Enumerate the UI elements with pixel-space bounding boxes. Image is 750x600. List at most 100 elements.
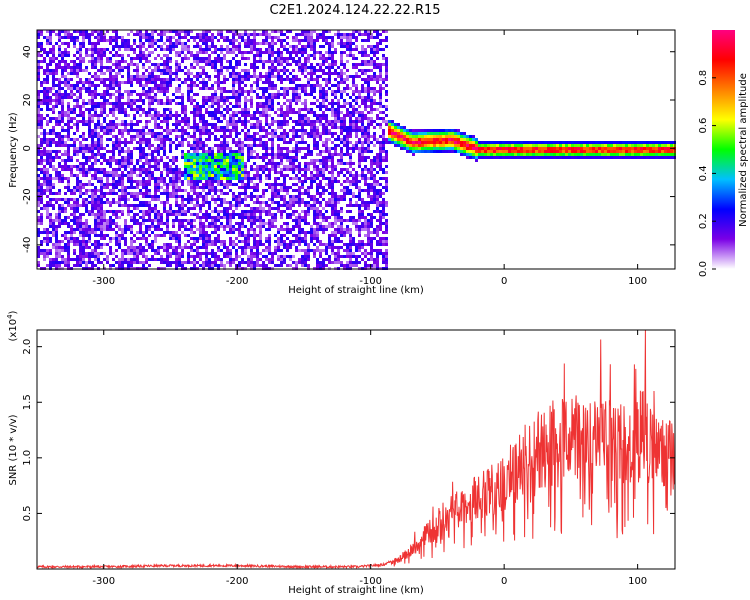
spectrogram-cell xyxy=(118,54,121,57)
spectrogram-cell xyxy=(172,186,175,189)
spectrogram-cell xyxy=(88,210,91,213)
spectrogram-cell xyxy=(67,147,70,150)
spectrogram-cell xyxy=(235,168,238,171)
spectrogram-cell xyxy=(283,33,286,36)
spectrogram-cell xyxy=(238,45,241,48)
spectrogram-cell xyxy=(217,219,220,222)
spectrogram-cell xyxy=(253,213,256,216)
spectrogram-cell xyxy=(250,114,253,117)
spectrogram-cell xyxy=(133,135,136,138)
spectrogram-cell xyxy=(58,141,61,144)
spectrogram-cell xyxy=(304,87,307,90)
spectrogram-cell xyxy=(52,51,55,54)
spectrogram-cell xyxy=(175,144,178,147)
spectrogram-cell xyxy=(136,204,139,207)
spectrogram-cell xyxy=(232,87,235,90)
spectrogram-cell xyxy=(91,99,94,102)
spectrogram-cell xyxy=(313,195,316,198)
spectrogram-cell xyxy=(229,222,232,225)
spectrogram-cell xyxy=(310,132,313,135)
spectrogram-cell xyxy=(94,264,97,267)
spectrogram-cell xyxy=(217,72,220,75)
spectrogram-cell xyxy=(250,210,253,213)
spectrogram-cell xyxy=(319,54,322,57)
spectrogram-cell xyxy=(280,225,283,228)
spectrogram-cell xyxy=(301,174,304,177)
spectrogram-cell xyxy=(109,57,112,60)
spectrogram-cell xyxy=(112,174,115,177)
spectrogram-cell xyxy=(115,243,118,246)
spectrogram-cell xyxy=(40,156,43,159)
spectrogram-cell xyxy=(208,213,211,216)
spectrogram-cell xyxy=(190,81,193,84)
spectrogram-cell xyxy=(160,171,163,174)
spectrogram-cell xyxy=(82,198,85,201)
spectrogram-cell xyxy=(205,96,208,99)
spectrogram-cell xyxy=(103,120,106,123)
spectrogram-cell xyxy=(94,123,97,126)
spectrogram-cell xyxy=(283,129,286,132)
spectrogram-cell xyxy=(211,51,214,54)
spectrogram-cell xyxy=(241,177,244,180)
spectrogram-cell xyxy=(247,159,250,162)
spectrogram-cell xyxy=(49,222,52,225)
spectrogram-cell xyxy=(91,48,94,51)
spectrogram-cell xyxy=(169,150,172,153)
spectrogram-cell xyxy=(283,66,286,69)
spectrogram-cell xyxy=(154,258,157,261)
spectrogram-cell xyxy=(277,201,280,204)
spectrogram-cell xyxy=(208,36,211,39)
spectrogram-cell xyxy=(274,192,277,195)
spectrogram-cell xyxy=(157,54,160,57)
spectrogram-cell xyxy=(142,261,145,264)
spectrogram-cell xyxy=(85,231,88,234)
spectrogram-cell xyxy=(214,108,217,111)
spectrogram-cell xyxy=(283,60,286,63)
spectrogram-cell xyxy=(40,66,43,69)
spectrogram-cell xyxy=(142,204,145,207)
spectrogram-cell xyxy=(229,207,232,210)
spectrogram-cell xyxy=(145,138,148,141)
spectrogram-cell xyxy=(157,198,160,201)
spectrogram-cell xyxy=(193,39,196,42)
spectrogram-cell xyxy=(64,210,67,213)
spectrogram-cell xyxy=(184,120,187,123)
spectrogram-cell xyxy=(97,261,100,264)
spectrogram-cell xyxy=(178,234,181,237)
spectrogram-cell xyxy=(97,228,100,231)
spectrogram-cell xyxy=(241,192,244,195)
spectrogram-cell xyxy=(238,234,241,237)
spectrogram-cell xyxy=(76,120,79,123)
spectrogram-cell xyxy=(256,60,259,63)
spectrogram-cell xyxy=(187,48,190,51)
spectrogram-cell xyxy=(190,144,193,147)
spectrogram-cell xyxy=(307,111,310,114)
spectrogram-cell xyxy=(286,120,289,123)
spectrogram-cell xyxy=(214,75,217,78)
spectrogram-cell xyxy=(73,42,76,45)
spectrogram-cell xyxy=(82,84,85,87)
spectrogram-cell xyxy=(76,207,79,210)
spectrogram-cell xyxy=(283,183,286,186)
spectrogram-cell xyxy=(67,66,70,69)
spectrogram-cell xyxy=(121,198,124,201)
spectrogram-cell xyxy=(40,60,43,63)
spectrogram-cell xyxy=(130,171,133,174)
spectrogram-cell xyxy=(40,159,43,162)
spectrogram-cell xyxy=(58,264,61,267)
spectrogram-cell xyxy=(133,102,136,105)
spectrogram-cell xyxy=(94,60,97,63)
spectrogram-cell xyxy=(85,225,88,228)
spectrogram-cell xyxy=(184,123,187,126)
spectrogram-cell xyxy=(40,54,43,57)
spectrogram-cell xyxy=(295,177,298,180)
spectrogram-cell xyxy=(88,99,91,102)
spectrogram-cell xyxy=(193,66,196,69)
spectrogram-cell xyxy=(130,60,133,63)
spectrogram-cell xyxy=(286,93,289,96)
spectrogram-cell xyxy=(265,78,268,81)
spectrogram-cell xyxy=(175,261,178,264)
spectrogram-cell xyxy=(199,210,202,213)
spectrogram-cell xyxy=(145,126,148,129)
spectrogram-cell xyxy=(286,264,289,267)
